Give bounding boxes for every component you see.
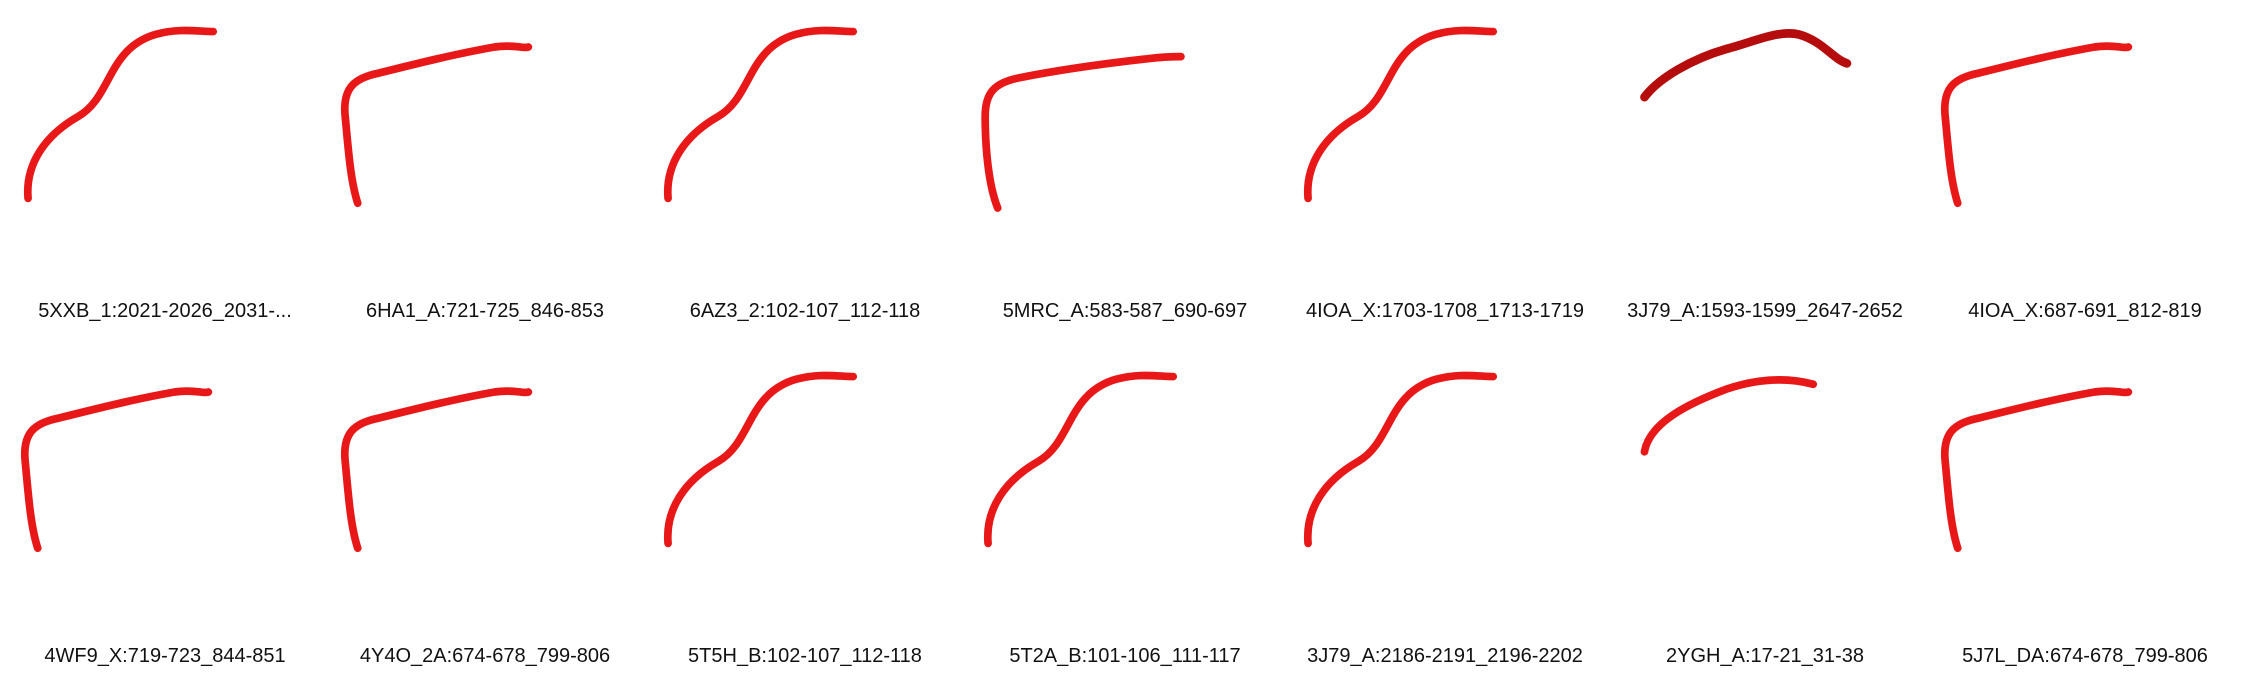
- structure-label: 3J79_A:1593-1599_2647-2652: [1627, 300, 1903, 322]
- rna-structure-render: [1940, 387, 2133, 553]
- backbone-tube: [340, 42, 533, 208]
- backbone-tube: [1640, 29, 1852, 102]
- rna-structure-render: [1640, 29, 1852, 102]
- structure-label: 5XXB_1:2021-2026_2031-...: [38, 300, 292, 322]
- structure-label: 5T5H_B:102-107_112-118: [688, 645, 922, 667]
- rna-structure-render: [1940, 42, 2133, 208]
- rna-structure-render: [663, 371, 858, 548]
- backbone-tube: [663, 26, 858, 203]
- structure-panel: 4WF9_X:719-723_844-851: [5, 345, 325, 685]
- structure-panel: 5J7L_DA:674-678_799-806: [1925, 345, 2245, 685]
- structure-label: 5T2A_B:101-106_111-117: [1009, 645, 1241, 667]
- structure-panel: 6AZ3_2:102-107_112-118: [645, 0, 965, 340]
- backbone-tube: [981, 52, 1185, 212]
- structure-label: 4IOA_X:1703-1708_1713-1719: [1305, 300, 1584, 322]
- structure-panel: 5T2A_B:101-106_111-117: [965, 345, 1285, 685]
- rna-structure-render: [1303, 371, 1498, 548]
- structure-panel: 5T5H_B:102-107_112-118: [645, 345, 965, 685]
- structure-panel: 4Y4O_2A:674-678_799-806: [325, 345, 645, 685]
- structure-label: 5J7L_DA:674-678_799-806: [1962, 645, 2208, 667]
- structure-panel: 6HA1_A:721-725_846-853: [325, 0, 645, 340]
- backbone-tube: [1940, 387, 2133, 553]
- backbone-tube: [983, 371, 1178, 548]
- rna-structure-render: [1303, 26, 1498, 203]
- backbone-tube: [663, 371, 858, 548]
- rna-structure-render: [340, 42, 533, 208]
- structure-label: 6HA1_A:721-725_846-853: [366, 300, 604, 322]
- structure-label: 2YGH_A:17-21_31-38: [1666, 645, 1864, 667]
- rna-structure-render: [1640, 376, 1818, 456]
- structure-panel: 4IOA_X:687-691_812-819: [1925, 0, 2245, 340]
- structure-panel: 5XXB_1:2021-2026_2031-...: [5, 0, 325, 340]
- structure-label: 4IOA_X:687-691_812-819: [1968, 300, 2202, 322]
- backbone-tube: [23, 26, 218, 203]
- backbone-tube: [1303, 371, 1498, 548]
- backbone-tube: [340, 387, 533, 553]
- structure-panel: 2YGH_A:17-21_31-38: [1605, 345, 1925, 685]
- backbone-tube: [1640, 376, 1818, 456]
- structure-panel: 3J79_A:2186-2191_2196-2202: [1285, 345, 1605, 685]
- rna-structure-render: [340, 387, 533, 553]
- rna-structure-render: [20, 387, 213, 553]
- structure-label: 3J79_A:2186-2191_2196-2202: [1307, 645, 1583, 667]
- structure-label: 4WF9_X:719-723_844-851: [44, 645, 286, 667]
- rna-structure-render: [23, 26, 218, 203]
- rna-structure-render: [983, 371, 1178, 548]
- rna-structure-render: [981, 52, 1185, 212]
- structure-panel: 5MRC_A:583-587_690-697: [965, 0, 1285, 340]
- structure-panel: 3J79_A:1593-1599_2647-2652: [1605, 0, 1925, 340]
- structure-label: 6AZ3_2:102-107_112-118: [689, 300, 921, 322]
- structure-label: 5MRC_A:583-587_690-697: [1002, 300, 1248, 322]
- structure-panel: 4IOA_X:1703-1708_1713-1719: [1285, 0, 1605, 340]
- backbone-tube: [20, 387, 213, 553]
- rna-structure-render: [663, 26, 858, 203]
- backbone-tube: [1303, 26, 1498, 203]
- backbone-tube: [1940, 42, 2133, 208]
- structure-label: 4Y4O_2A:674-678_799-806: [359, 645, 611, 667]
